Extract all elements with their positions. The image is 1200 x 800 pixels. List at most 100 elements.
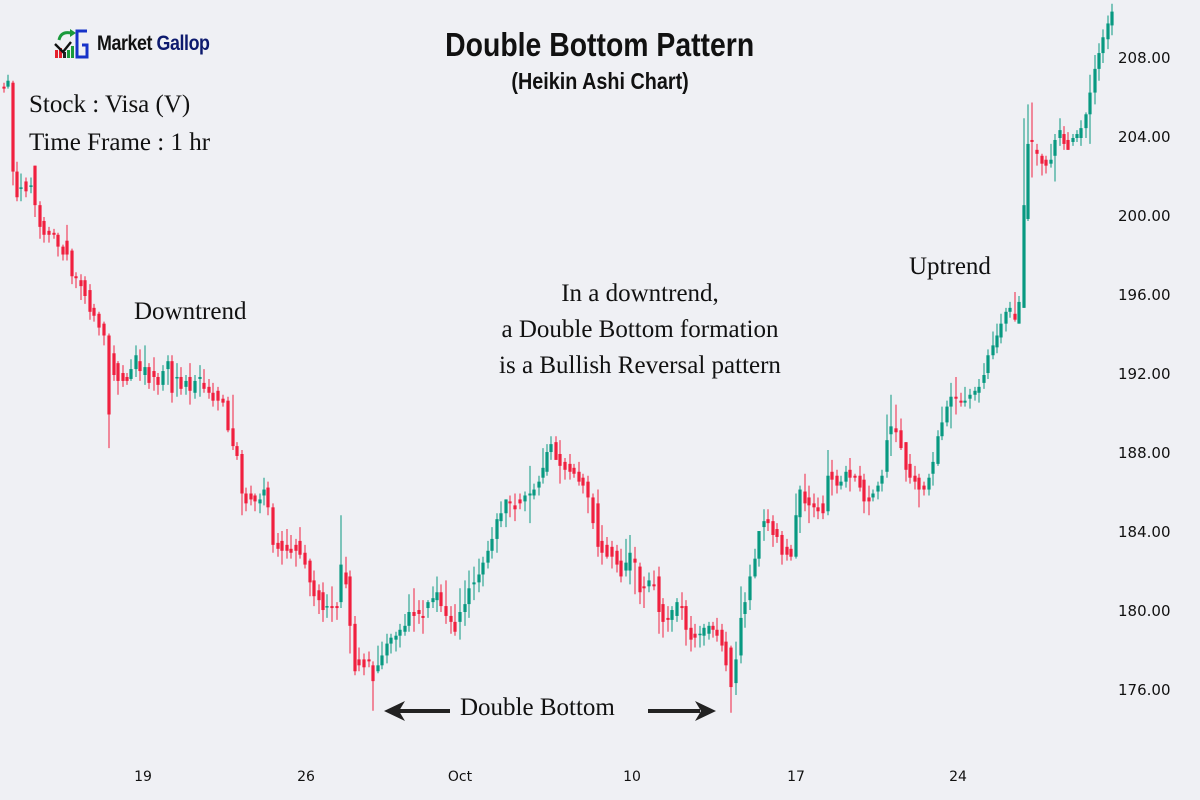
- candle-body: [353, 623, 357, 672]
- x-tick-label: 24: [949, 769, 967, 785]
- candle-body: [249, 493, 253, 500]
- candle-body: [807, 497, 811, 506]
- candle-body: [42, 220, 46, 235]
- candle-body: [179, 376, 183, 389]
- candle-body: [231, 428, 235, 447]
- x-tick-label: 10: [623, 769, 641, 785]
- candle-body: [253, 495, 257, 502]
- y-tick-label: 204.00: [1118, 128, 1171, 146]
- candle-body: [312, 580, 316, 597]
- candle-body: [876, 485, 880, 492]
- candle-body: [1053, 139, 1057, 156]
- candle-body: [652, 584, 656, 587]
- y-tick-label: 184.00: [1118, 523, 1171, 541]
- candle-body: [421, 615, 425, 618]
- candle-body: [394, 635, 398, 640]
- candle-body: [954, 396, 958, 399]
- candle-body: [125, 376, 129, 381]
- brand-logo: Market Gallop: [53, 28, 229, 60]
- candle-body: [371, 665, 375, 682]
- candle-body: [107, 335, 111, 415]
- candle-body: [276, 542, 280, 549]
- candle-body: [472, 582, 476, 585]
- candle-body: [848, 469, 852, 478]
- candle-body: [661, 604, 665, 622]
- candle-body: [143, 367, 147, 375]
- candle-body: [680, 606, 684, 609]
- candle-body: [899, 430, 903, 449]
- candle-body: [1084, 114, 1088, 129]
- x-tick-label: Oct: [447, 769, 473, 785]
- candle-body: [317, 590, 321, 601]
- candle-body: [166, 361, 170, 370]
- candle-body: [528, 493, 532, 496]
- candle-body: [1035, 149, 1039, 154]
- candle-body: [348, 576, 352, 626]
- candle-body: [417, 610, 421, 614]
- note-line-2: a Double Bottom formation: [501, 316, 779, 343]
- candle-body: [999, 323, 1003, 338]
- candle-body: [949, 396, 953, 407]
- x-tick-label: 17: [787, 769, 805, 785]
- candle-body: [657, 576, 661, 612]
- candle-body: [376, 665, 380, 672]
- candle-body: [477, 574, 481, 583]
- candle-body: [666, 617, 670, 620]
- timeframe-label: Time Frame : 1 hr: [29, 129, 211, 156]
- candle-body: [226, 400, 230, 431]
- stock-info: Stock : Visa (V) Time Frame : 1 hr: [29, 86, 210, 162]
- brand-word-market: Market: [97, 32, 152, 55]
- candle-body: [572, 467, 576, 474]
- candle-body: [188, 376, 192, 391]
- candle-body: [794, 515, 798, 557]
- candle-body: [798, 489, 802, 518]
- candle-body: [175, 376, 179, 379]
- candle-body: [271, 507, 275, 545]
- candle-body: [138, 361, 142, 372]
- candle-body: [504, 499, 508, 514]
- candle-body: [739, 617, 743, 656]
- candle-body: [481, 562, 485, 575]
- uptrend-annotation: Uptrend: [909, 253, 991, 280]
- candle-body: [707, 625, 711, 634]
- candle-body: [675, 602, 679, 616]
- candle-body: [198, 376, 202, 379]
- candle-body: [463, 604, 467, 612]
- candle-body: [1004, 311, 1008, 324]
- candle-body: [789, 548, 793, 557]
- candle-body: [38, 205, 42, 227]
- candle-body: [826, 475, 830, 512]
- candle-body: [581, 477, 585, 486]
- chart-title: Double Bottom Pattern: [445, 26, 755, 63]
- chart-title-block: Double Bottom Pattern (Heikin Ashi Chart…: [400, 26, 800, 95]
- candle-body: [216, 390, 220, 401]
- candle-body: [74, 276, 78, 279]
- candle-body: [537, 481, 541, 488]
- candle-body: [262, 489, 266, 496]
- candle-body: [940, 422, 944, 437]
- candle-body: [221, 398, 225, 403]
- y-tick-label: 180.00: [1118, 602, 1171, 620]
- candle-body: [444, 606, 448, 616]
- candle-body: [303, 552, 307, 565]
- candle-body: [339, 564, 343, 603]
- y-tick-label: 208.00: [1118, 49, 1171, 67]
- chart-subtitle: (Heikin Ashi Chart): [511, 68, 689, 94]
- candle-body: [927, 477, 931, 490]
- y-tick-label: 200.00: [1118, 207, 1171, 225]
- candle-body: [1030, 139, 1034, 142]
- candle-body: [558, 454, 562, 466]
- candle-body: [184, 380, 188, 387]
- candle-body: [170, 361, 174, 393]
- downtrend-annotation: Downtrend: [134, 298, 247, 325]
- candle-body: [116, 363, 120, 381]
- candle-body: [193, 380, 197, 393]
- candle-body: [335, 606, 339, 609]
- candle-body: [1017, 301, 1021, 324]
- candle-body: [821, 503, 825, 514]
- candle-body: [698, 633, 702, 636]
- candle-body: [1097, 53, 1101, 69]
- candle-body: [518, 499, 522, 504]
- candle-body: [61, 246, 65, 255]
- candle-body: [1013, 313, 1017, 320]
